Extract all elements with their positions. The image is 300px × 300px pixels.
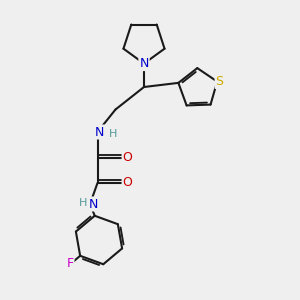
Text: O: O	[123, 151, 132, 164]
Text: N: N	[139, 57, 149, 70]
Text: O: O	[123, 176, 132, 190]
Text: N: N	[89, 197, 98, 211]
Text: H: H	[109, 129, 117, 140]
Text: S: S	[216, 75, 224, 88]
Text: H: H	[79, 197, 88, 208]
Text: F: F	[66, 256, 74, 270]
Text: N: N	[95, 125, 105, 139]
